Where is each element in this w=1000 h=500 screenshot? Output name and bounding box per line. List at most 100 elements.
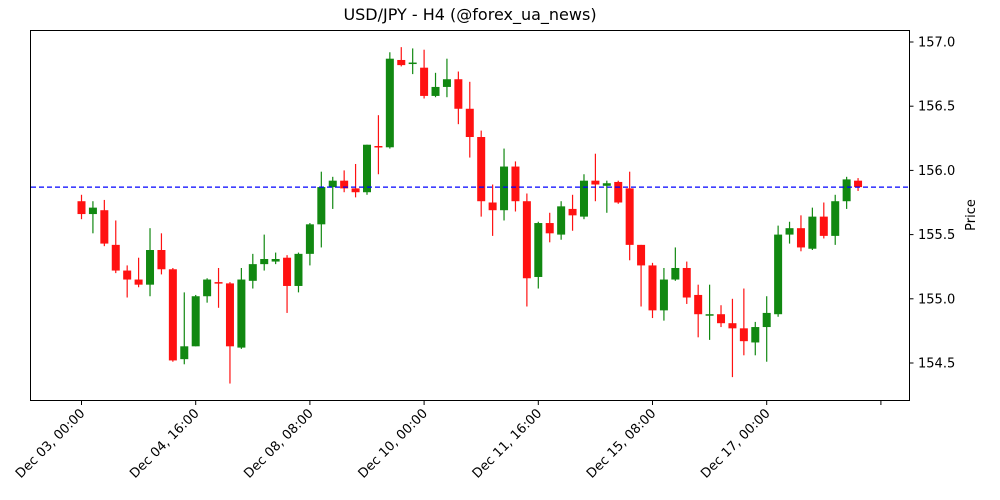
candle-body (283, 257, 292, 286)
candle-body (511, 166, 520, 202)
candle-body (728, 323, 737, 329)
candle-body (191, 296, 200, 347)
candles-layer (77, 47, 863, 384)
candle-body (88, 207, 97, 215)
candle-body (465, 108, 474, 138)
candle (248, 253, 257, 289)
candle-body (614, 181, 623, 203)
candle-body (100, 210, 109, 244)
candle-body (808, 216, 817, 249)
candle-body (591, 180, 600, 185)
candle (637, 244, 646, 307)
candle-body (557, 206, 566, 235)
candle-body (579, 180, 588, 217)
candle-body (717, 314, 726, 324)
y-tick-label: 155.0 (918, 292, 955, 307)
candle (374, 115, 383, 175)
candle-body (271, 258, 280, 262)
candle-body (522, 201, 531, 279)
candle (659, 267, 668, 321)
candle-body (248, 264, 257, 281)
candle-body (180, 346, 189, 360)
candle (214, 267, 223, 308)
candle (842, 176, 851, 209)
candle-body (477, 137, 486, 202)
candle (819, 202, 828, 239)
candle (385, 52, 394, 149)
candle-body (442, 79, 451, 87)
candle (88, 201, 97, 234)
candle-body (454, 79, 463, 109)
candle-body (203, 279, 212, 297)
candle (648, 262, 657, 319)
candle-body (385, 58, 394, 148)
candle-body (854, 180, 863, 188)
candle-body (534, 223, 543, 277)
candle-body (305, 224, 314, 254)
x-tick-label: Dec 17, 00:00 (698, 406, 773, 481)
candle-body (294, 253, 303, 286)
candle (751, 321, 760, 356)
candle (500, 148, 509, 221)
x-tick-label: Dec 10, 00:00 (356, 406, 431, 481)
candle (123, 265, 132, 298)
candle (568, 194, 577, 231)
candle-body (214, 282, 223, 284)
y-tick-label: 154.5 (918, 357, 955, 372)
candle (796, 215, 805, 252)
candle (134, 257, 143, 288)
candle (545, 212, 554, 243)
candle (225, 282, 234, 384)
candle-body (831, 201, 840, 236)
candle (465, 81, 474, 158)
candle-body (351, 188, 360, 193)
candle-body (694, 294, 703, 315)
candle (602, 180, 611, 213)
x-tick-label: Dec 04, 16:00 (127, 406, 202, 481)
y-axis: 154.5 155.0 155.5 156.0 156.5 157.0 (909, 36, 955, 372)
candle (591, 153, 600, 202)
candle (614, 180, 623, 204)
candle (477, 130, 486, 217)
candle (168, 267, 177, 362)
y-tick-label: 157.0 (918, 36, 955, 51)
candle (397, 47, 406, 67)
candle (340, 170, 349, 193)
candle-body (682, 267, 691, 298)
candle (237, 267, 246, 349)
candle (774, 225, 783, 317)
candle (557, 201, 566, 240)
chart-title: USD/JPY - H4 (@forex_ua_news) (343, 5, 597, 24)
candle-body (842, 179, 851, 202)
candle (831, 194, 840, 245)
candle (694, 284, 703, 338)
candle (260, 234, 269, 271)
candle-body (625, 188, 634, 245)
candle-body (146, 250, 155, 285)
y-tick-label: 156.5 (918, 100, 955, 115)
candle-body (225, 283, 234, 347)
candle-body (168, 269, 177, 361)
candle (705, 284, 714, 340)
candle-body (157, 250, 166, 270)
candle-body (134, 279, 143, 285)
candle-body (659, 279, 668, 311)
candle (191, 294, 200, 347)
candle (808, 207, 817, 251)
candle-body (397, 59, 406, 66)
candle-body (568, 208, 577, 216)
candle (294, 252, 303, 293)
candle (271, 252, 280, 265)
candle-body (785, 228, 794, 235)
candle (454, 71, 463, 125)
candle (305, 223, 314, 266)
candle (420, 49, 429, 99)
candle (77, 194, 86, 220)
candle (717, 305, 726, 328)
candle (682, 261, 691, 304)
candle-body (796, 228, 805, 248)
candle-body (602, 183, 611, 186)
candle (625, 171, 634, 261)
candle (728, 298, 737, 378)
